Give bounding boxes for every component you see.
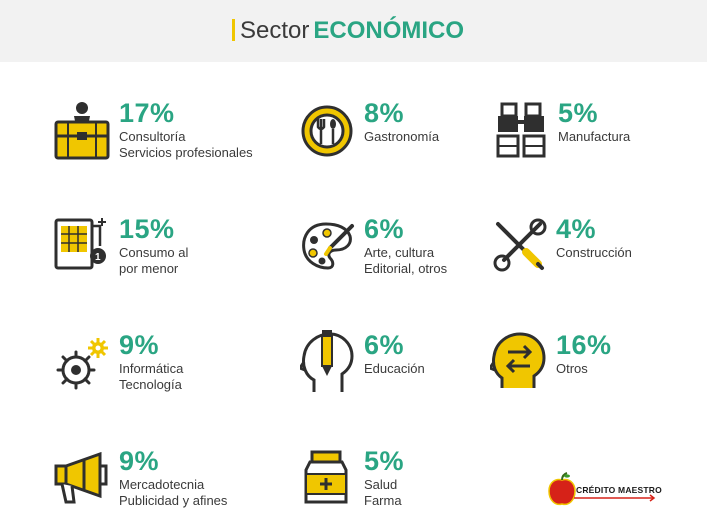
sector-label-line2: Publicidad y afines bbox=[119, 493, 228, 508]
sector-percent: 15% bbox=[119, 214, 175, 244]
sector-label-line1: Otros bbox=[556, 361, 588, 376]
sector-label-line1: Informática bbox=[119, 361, 184, 376]
page-title: Sector ECONÓMICO bbox=[232, 17, 464, 45]
industrial-machine-icon bbox=[494, 102, 548, 160]
sector-label-line1: Mercadotecnia bbox=[119, 477, 205, 492]
sector-label-line1: Salud bbox=[364, 477, 398, 492]
logo-text: CRÉDITO MAESTRO bbox=[576, 485, 662, 495]
header-band: Sector ECONÓMICO bbox=[0, 0, 707, 62]
credito-maestro-logo: CRÉDITO MAESTRO bbox=[546, 472, 662, 508]
sector-percent: 9% bbox=[119, 446, 160, 476]
medicine-bottle-icon bbox=[300, 450, 352, 506]
sector-label-line2: Editorial, otros bbox=[364, 261, 448, 276]
apple-logo-icon bbox=[548, 472, 656, 506]
sector-label-line2: Tecnología bbox=[119, 377, 182, 392]
head-arrows-icon bbox=[490, 330, 546, 390]
sector-percent: 4% bbox=[556, 214, 597, 244]
gears-icon bbox=[54, 336, 110, 392]
title-prefix: Sector bbox=[240, 17, 310, 44]
title-emphasis: ECONÓMICO bbox=[313, 17, 465, 44]
tools-icon bbox=[492, 218, 548, 274]
title-accent-bar bbox=[232, 19, 235, 41]
sector-label-line1: Educación bbox=[364, 361, 425, 376]
sector-percent: 5% bbox=[364, 446, 405, 476]
sector-percent: 6% bbox=[364, 214, 405, 244]
sector-percent: 8% bbox=[364, 98, 405, 128]
sector-label-line2: Servicios profesionales bbox=[119, 145, 253, 160]
cash-register-icon: 1 bbox=[54, 216, 110, 274]
sector-percent: 6% bbox=[364, 330, 405, 360]
palette-icon bbox=[300, 220, 356, 272]
briefcase-person-icon bbox=[54, 100, 110, 162]
plate-cutlery-icon bbox=[300, 104, 354, 158]
svg-text:1: 1 bbox=[95, 252, 101, 263]
sector-label-line2: por menor bbox=[119, 261, 179, 276]
sector-percent: 5% bbox=[558, 98, 599, 128]
sector-label-line1: Consultoría bbox=[119, 129, 186, 144]
megaphone-icon bbox=[54, 452, 110, 504]
sector-percent: 16% bbox=[556, 330, 612, 360]
head-pencil-icon bbox=[300, 328, 354, 394]
sector-label-line1: Consumo al bbox=[119, 245, 189, 260]
sector-label-line1: Gastronomía bbox=[364, 129, 440, 144]
sector-percent: 9% bbox=[119, 330, 160, 360]
sector-label-line1: Construcción bbox=[556, 245, 632, 260]
sector-label-line1: Manufactura bbox=[558, 129, 631, 144]
sector-percent: 17% bbox=[119, 98, 175, 128]
sector-label-line1: Arte, cultura bbox=[364, 245, 435, 260]
sector-label-line2: Farma bbox=[364, 493, 402, 508]
